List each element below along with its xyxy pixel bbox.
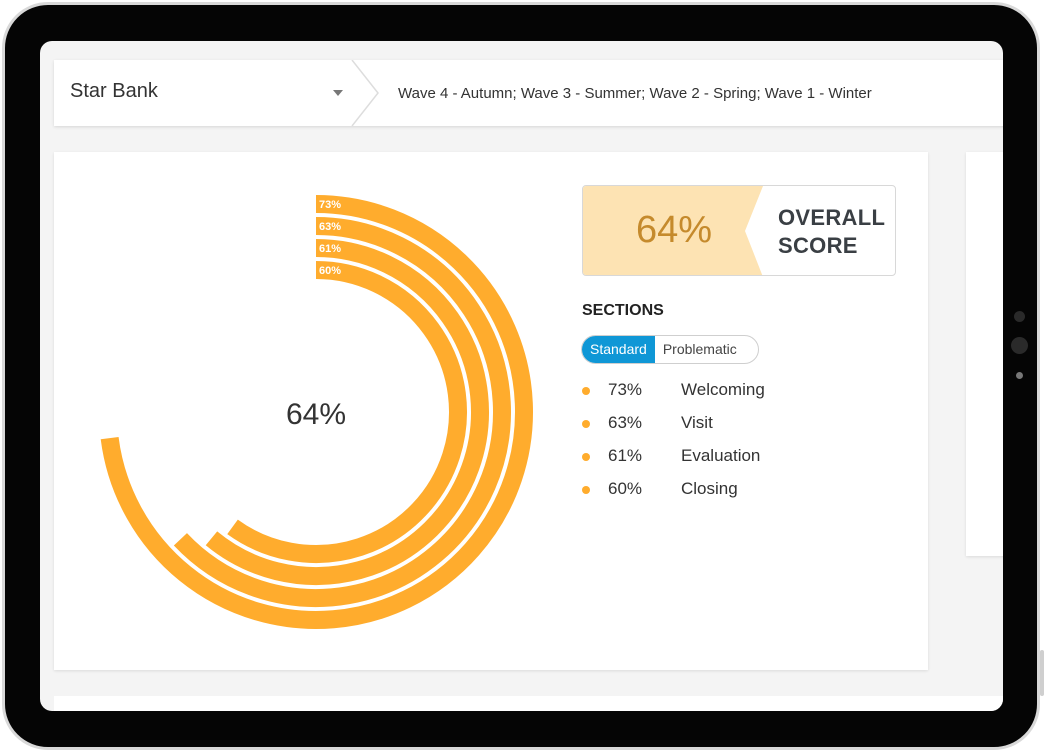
side-card	[966, 152, 1003, 556]
overall-score-value: 64%	[635, 209, 713, 251]
bullet-dot-icon	[582, 420, 590, 428]
section-value: 60%	[608, 479, 643, 498]
section-value: 73%	[608, 380, 643, 399]
section-filter-toggle: Standard Problematic	[581, 335, 759, 364]
bottom-card	[54, 696, 1003, 711]
legend-item: 73% Welcoming	[582, 375, 842, 408]
section-value: 63%	[608, 413, 643, 432]
legend-item: 60% Closing	[582, 474, 842, 507]
bullet-dot-icon	[582, 387, 590, 395]
legend-item: 61% Evaluation	[582, 441, 842, 474]
score-highlight	[583, 186, 763, 275]
tablet-side-button	[1040, 650, 1044, 696]
bank-selector[interactable]: Star Bank	[54, 60, 354, 126]
bullet-dot-icon	[582, 453, 590, 461]
ring-label-visit: 63%	[319, 221, 341, 233]
overall-score-box: 64% OVERALL SCORE	[582, 185, 896, 276]
camera-dot-icon	[1014, 311, 1025, 322]
sections-title: SECTIONS	[582, 302, 664, 319]
overall-score-label-line1: OVERALL	[778, 205, 886, 230]
section-name: Evaluation	[681, 446, 761, 465]
ring-label-closing: 60%	[319, 265, 341, 277]
camera-lens-icon	[1011, 337, 1028, 354]
screen: Star Bank Wave 4 - Autumn; Wave 3 - Summ…	[40, 41, 1003, 711]
ring-bar-visit	[173, 217, 511, 607]
section-name: Closing	[681, 479, 738, 498]
section-name: Visit	[681, 413, 713, 432]
ring-label-welcoming: 73%	[319, 199, 341, 211]
chevron-down-icon	[333, 90, 343, 96]
legend-item: 63% Visit	[582, 408, 842, 441]
score-card: 73% 63% 61% 60% 64% 64% OVERALL SCORE SECTI…	[54, 152, 928, 670]
section-name: Welcoming	[681, 380, 765, 399]
ring-bar-closing	[227, 261, 467, 563]
bullet-dot-icon	[582, 486, 590, 494]
ring-bar-welcoming	[100, 195, 533, 629]
overall-score-label: OVERALL SCORE	[778, 204, 893, 260]
ring-bar-evaluation	[205, 239, 489, 585]
sections-legend: 73% Welcoming 63% Visit 61% Evaluation 6…	[582, 375, 842, 507]
bank-name: Star Bank	[70, 80, 158, 102]
chart-center-value: 64%	[286, 398, 346, 431]
ring-label-evaluation: 61%	[319, 243, 341, 255]
overall-score-label-line2: SCORE	[778, 233, 858, 258]
wave-filter[interactable]: Wave 4 - Autumn; Wave 3 - Summer; Wave 2…	[398, 85, 872, 102]
tab-problematic[interactable]: Problematic	[662, 341, 737, 357]
radial-bar-chart: 73% 63% 61% 60% 64%	[100, 195, 533, 629]
section-value: 61%	[608, 446, 643, 465]
breadcrumb-separator-icon	[351, 60, 379, 126]
filter-bar: Star Bank Wave 4 - Autumn; Wave 3 - Summ…	[54, 60, 1003, 126]
sensor-icon	[1016, 372, 1023, 379]
tab-standard[interactable]: Standard	[582, 336, 655, 363]
